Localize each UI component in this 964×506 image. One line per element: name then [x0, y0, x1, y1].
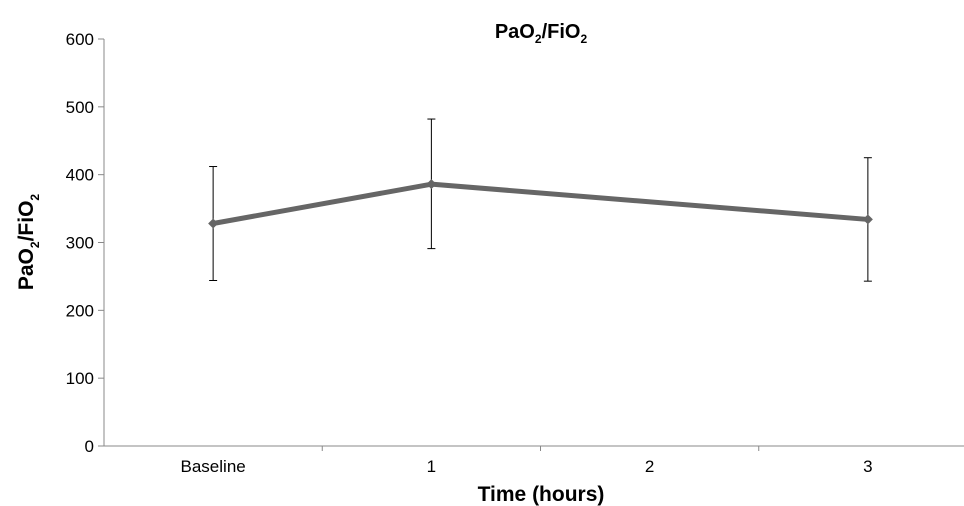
x-tick-label: 3 [863, 457, 872, 476]
x-tick-label: Baseline [181, 457, 246, 476]
y-axis-title: PaO2/FiO2 [15, 194, 42, 291]
chart-title: PaO2/FiO2 [495, 21, 588, 46]
x-ticks: Baseline 1 2 3 [181, 446, 873, 476]
y-ticks: 0 100 200 300 400 500 600 [66, 30, 104, 456]
y-tick-label: 500 [66, 98, 94, 117]
x-tick-label: 2 [645, 457, 654, 476]
y-tick-label: 0 [85, 437, 94, 456]
y-tick-label: 600 [66, 30, 94, 49]
y-tick-label: 300 [66, 234, 94, 253]
y-tick-label: 100 [66, 369, 94, 388]
data-point [208, 218, 219, 229]
x-axis-title: Time (hours) [478, 483, 605, 506]
y-tick-label: 200 [66, 301, 94, 320]
series-line [212, 181, 869, 226]
data-point [426, 179, 437, 190]
data-point [862, 214, 873, 225]
series [208, 118, 873, 282]
x-tick-label: 1 [427, 457, 436, 476]
y-tick-label: 400 [66, 166, 94, 185]
